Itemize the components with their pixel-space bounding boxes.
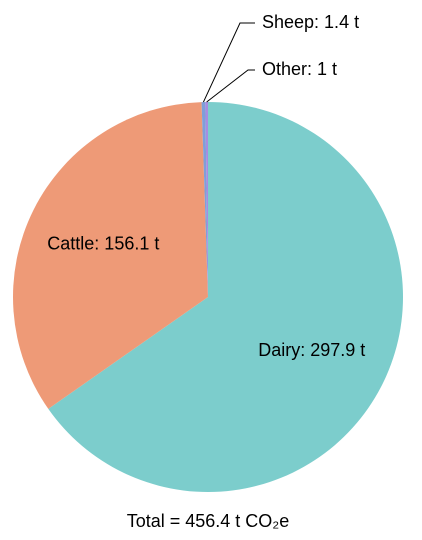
- slice-label: Other: 1 t: [262, 59, 337, 79]
- leader-line: [206, 69, 255, 103]
- chart-title: Total = 456.4 t CO₂e: [127, 511, 290, 531]
- pie-slice: [201, 102, 208, 297]
- slice-label: Sheep: 1.4 t: [262, 12, 359, 32]
- slice-label: Cattle: 156.1 t: [47, 233, 159, 253]
- pie-slice: [13, 102, 209, 409]
- pie-slice: [48, 102, 404, 493]
- slice-label: Dairy: 297.9 t: [258, 340, 365, 360]
- leader-line: [202, 22, 255, 103]
- pie-slice: [205, 102, 208, 297]
